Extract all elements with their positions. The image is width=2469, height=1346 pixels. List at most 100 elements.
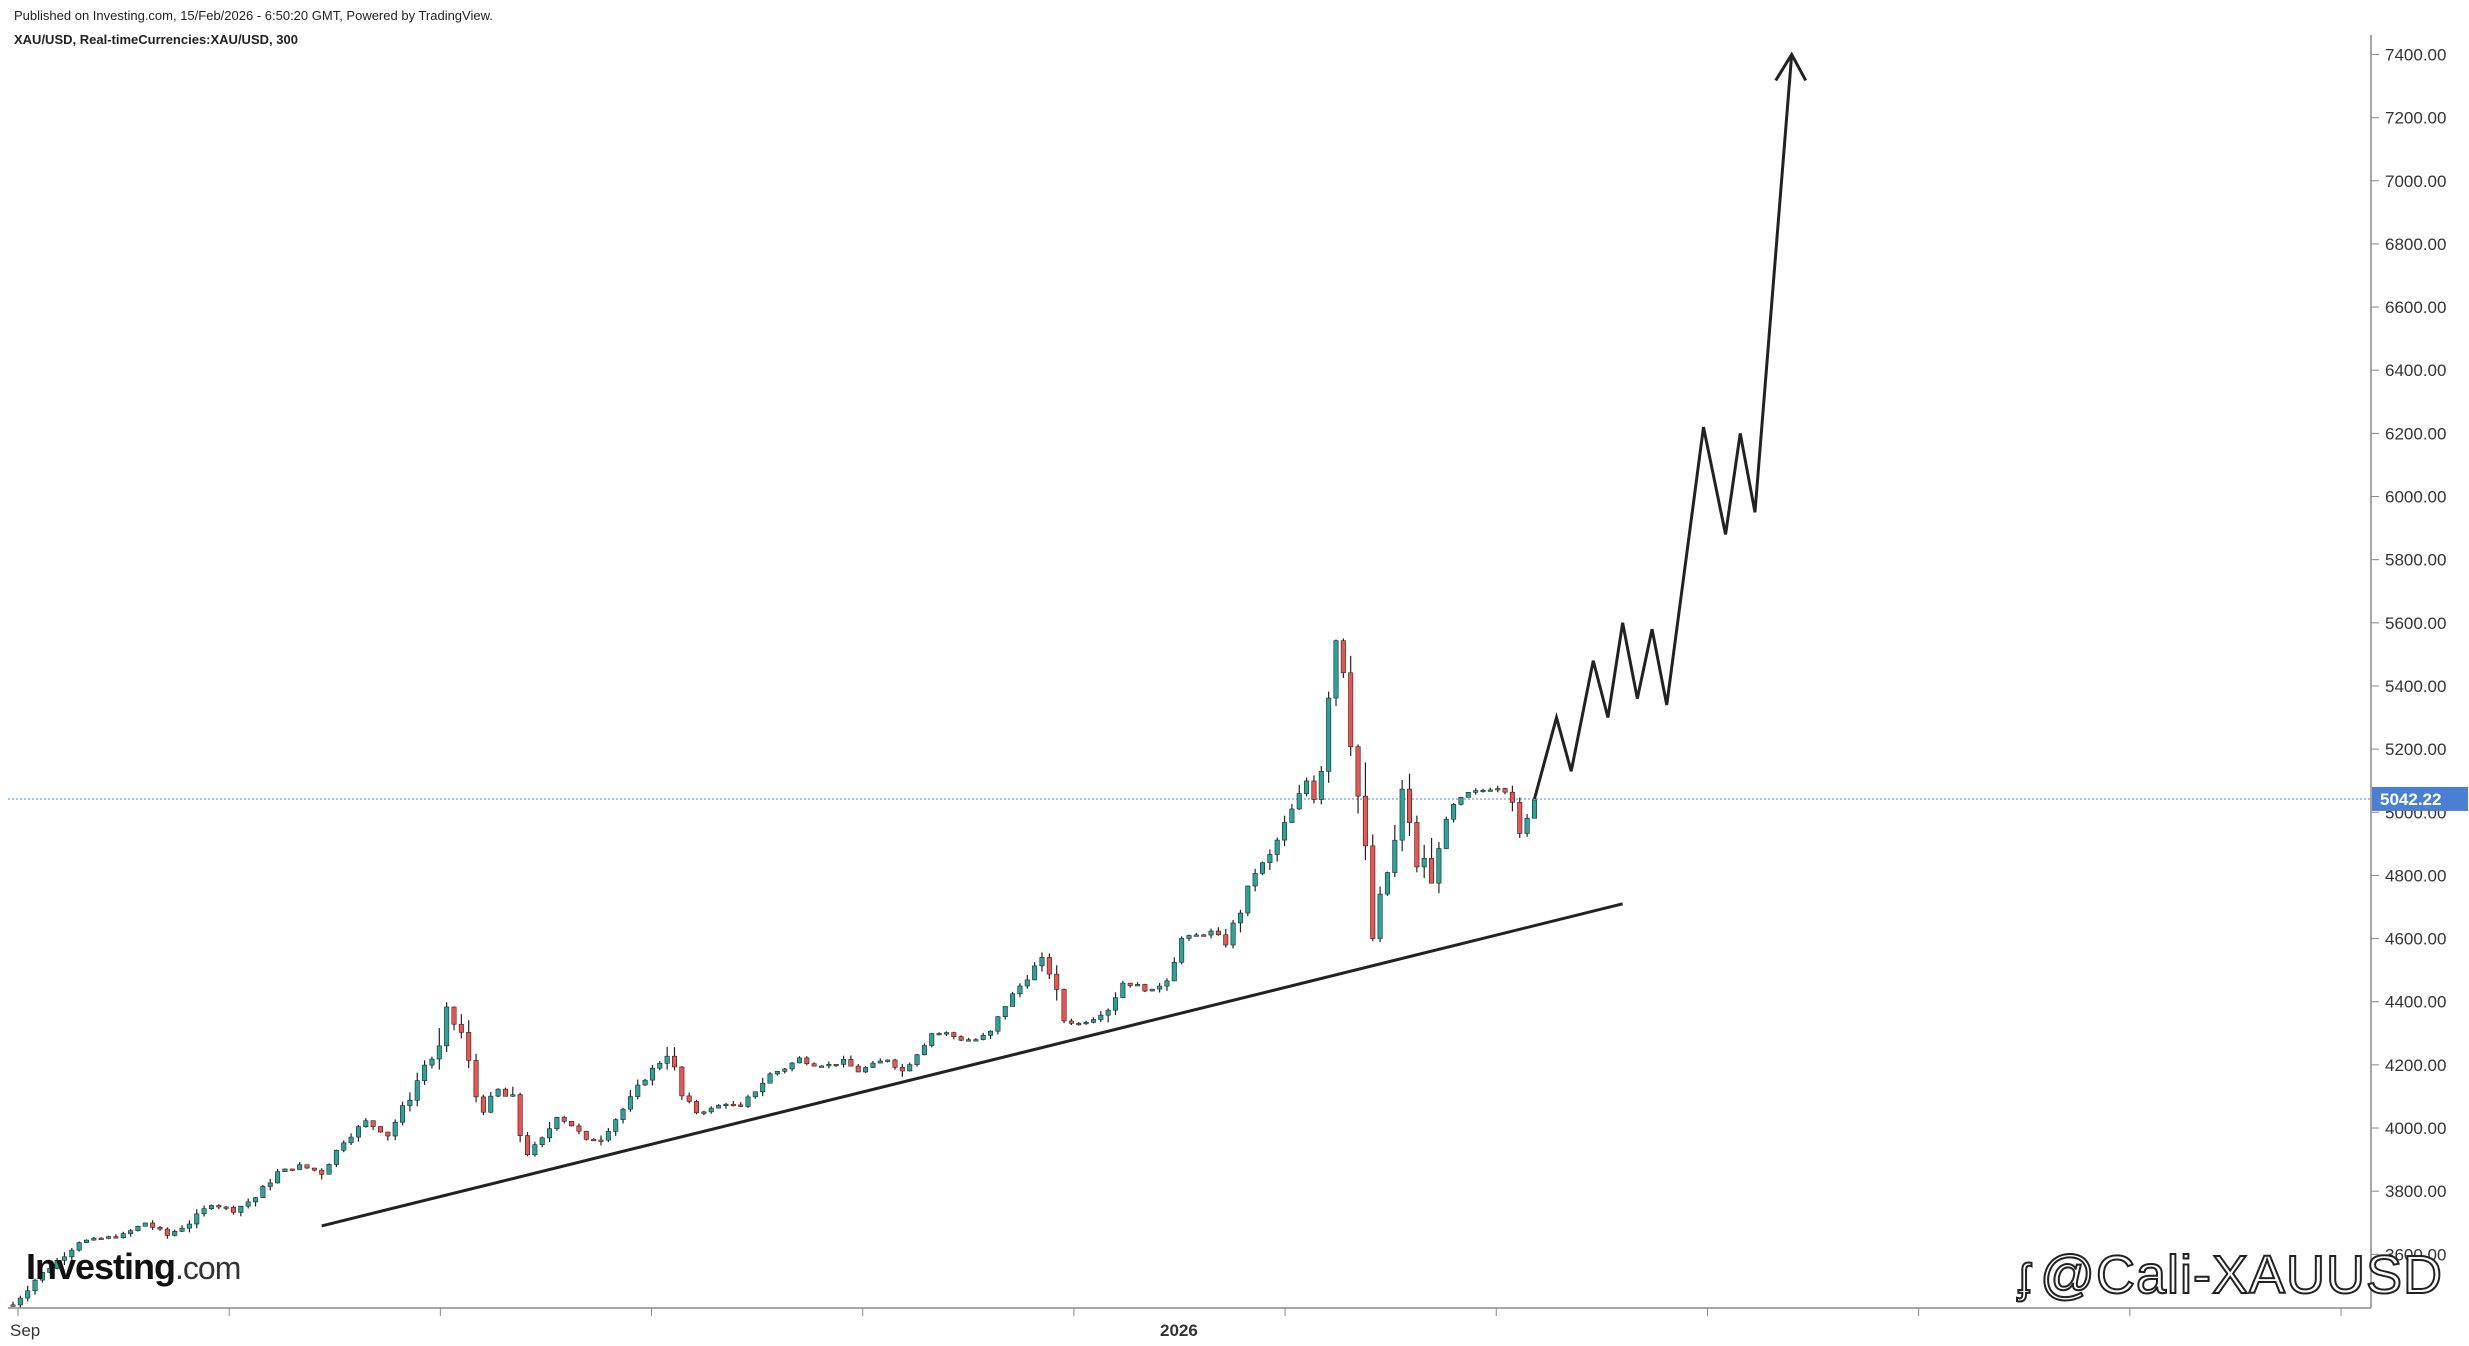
- candle-down: [385, 1131, 391, 1137]
- candle-down: [561, 1117, 567, 1122]
- candle-up: [1495, 788, 1501, 791]
- price-axis: 7400.00 7200.00 7000.00 6800.00 6600.00 6400.…: [2370, 35, 2446, 1308]
- candle-up: [1480, 789, 1486, 793]
- candle-up: [444, 1006, 450, 1047]
- candle-down: [150, 1222, 156, 1228]
- candle-up: [649, 1067, 655, 1081]
- candle-up: [826, 1064, 832, 1067]
- candle-up: [39, 1272, 45, 1281]
- price-tick-label: 7000.00: [2385, 172, 2446, 191]
- candle-up: [965, 1039, 971, 1042]
- price-tick-label: 5800.00: [2385, 551, 2446, 570]
- candle-up: [752, 1091, 758, 1098]
- candle-up: [620, 1108, 626, 1120]
- candle-down: [583, 1130, 589, 1140]
- candle-up: [1436, 848, 1442, 884]
- candle-up: [1267, 854, 1273, 864]
- candle-up: [1179, 938, 1185, 963]
- candle-up: [135, 1225, 141, 1231]
- candle-up: [1377, 893, 1383, 939]
- candle-up: [275, 1171, 281, 1184]
- candle-up: [1451, 804, 1457, 820]
- candle-up: [841, 1059, 847, 1065]
- time-axis: Sep 2026: [8, 1307, 2371, 1340]
- price-tick-label: 7200.00: [2385, 109, 2446, 128]
- candle-up: [61, 1256, 67, 1261]
- candle-up: [400, 1105, 406, 1123]
- candle-up: [1193, 934, 1199, 937]
- published-note: Published on Investing.com, 15/Feb/2026 …: [14, 8, 493, 23]
- candle-down: [502, 1088, 508, 1097]
- candle-up: [422, 1064, 428, 1081]
- projection-path: [1533, 54, 1794, 800]
- candle-up: [32, 1279, 38, 1292]
- candle-down: [1509, 791, 1515, 803]
- candle-down: [319, 1169, 325, 1175]
- candle-down: [1407, 788, 1413, 823]
- candle-down: [671, 1055, 677, 1068]
- candle-down: [480, 1096, 486, 1113]
- candle-up: [1120, 982, 1126, 998]
- candle-up: [818, 1065, 824, 1068]
- candle-up: [782, 1068, 788, 1072]
- candle-up: [1171, 961, 1177, 982]
- candle-up: [1032, 965, 1038, 981]
- candle-down: [694, 1101, 700, 1114]
- candle-down: [458, 1023, 464, 1033]
- candle-down: [370, 1120, 376, 1127]
- candle-up: [613, 1119, 619, 1132]
- candle-up: [774, 1071, 780, 1075]
- candle-up: [245, 1201, 251, 1207]
- price-tick-label: 5400.00: [2385, 677, 2446, 696]
- candle-up: [1230, 922, 1236, 946]
- candle-up: [1399, 788, 1405, 841]
- candle-up: [1186, 935, 1192, 939]
- candle-down: [833, 1064, 839, 1067]
- candle-up: [863, 1067, 869, 1073]
- candle-up: [341, 1142, 347, 1151]
- candle-down: [1517, 802, 1523, 834]
- candle-up: [789, 1062, 795, 1070]
- candle-up: [267, 1182, 273, 1187]
- candle-down: [576, 1125, 582, 1132]
- price-tick-label: 6200.00: [2385, 424, 2446, 443]
- candle-down: [1046, 957, 1052, 975]
- candle-up: [179, 1227, 185, 1232]
- candle-up: [1304, 780, 1310, 794]
- price-tick-label: 3600.00: [2385, 1245, 2446, 1264]
- candle-up: [1245, 885, 1251, 914]
- candle-down: [223, 1206, 229, 1209]
- candle-up: [539, 1137, 545, 1146]
- candle-down: [1223, 934, 1229, 946]
- candle-up: [1090, 1019, 1096, 1023]
- candle-up: [1135, 984, 1141, 987]
- candle-up: [1083, 1022, 1089, 1025]
- price-tick-label: 4400.00: [2385, 993, 2446, 1012]
- projection-arrowhead: [1774, 51, 1808, 82]
- candle-down: [730, 1103, 736, 1107]
- candle-down: [1429, 858, 1435, 884]
- candle-up: [1010, 993, 1016, 1007]
- candle-up: [973, 1039, 979, 1042]
- current-price-label: 5042.22: [2380, 790, 2441, 809]
- candle-up: [760, 1082, 766, 1093]
- candle-down: [311, 1167, 317, 1171]
- candle-down: [804, 1057, 810, 1065]
- candle-up: [201, 1208, 207, 1215]
- candle-up: [1274, 839, 1280, 855]
- candle-up: [547, 1128, 553, 1139]
- time-label-sep: Sep: [10, 1321, 40, 1340]
- candle-up: [436, 1045, 442, 1060]
- candle-up: [1333, 640, 1339, 699]
- candle-up: [106, 1236, 112, 1239]
- candle-up: [635, 1084, 641, 1097]
- candle-up: [1289, 808, 1295, 823]
- candle-down: [1054, 973, 1060, 990]
- candle-up: [532, 1144, 538, 1156]
- candle-down: [1127, 982, 1133, 986]
- candle-up: [1113, 997, 1119, 1011]
- candle-up: [1421, 858, 1427, 868]
- candle-up: [988, 1030, 994, 1036]
- candle-up: [664, 1055, 670, 1064]
